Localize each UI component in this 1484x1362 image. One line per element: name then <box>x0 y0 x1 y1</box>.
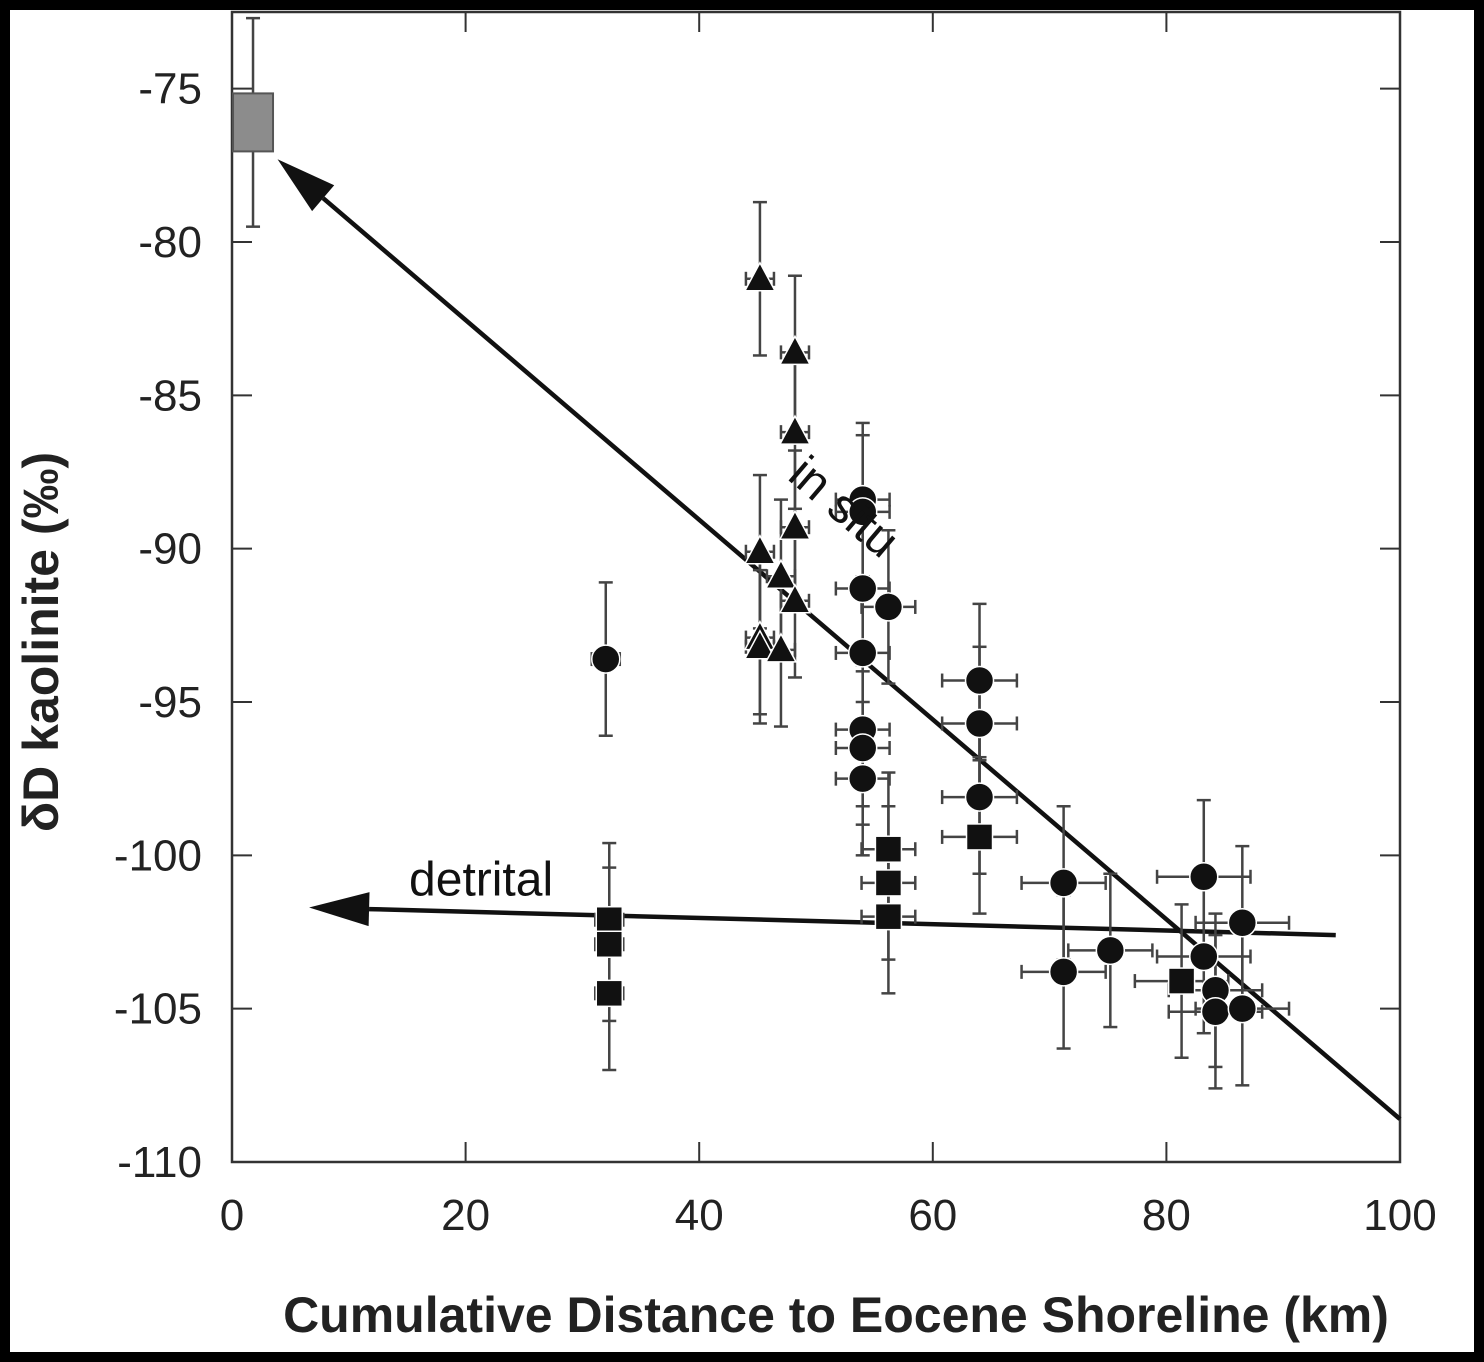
triangle-point <box>743 261 777 292</box>
square-point <box>874 869 903 897</box>
circle-point <box>964 665 995 696</box>
detrital-arrowhead <box>309 892 370 927</box>
triangle-point <box>743 629 777 660</box>
y-tick-label: -110 <box>117 1138 202 1187</box>
in-situ-arrowhead <box>277 159 335 212</box>
axes: 0 20 40 60 80 100 -75 -80 -85 -90 -95 -100 -105 -110 <box>114 10 1437 1240</box>
circle-point <box>591 644 621 674</box>
square-point <box>595 905 624 934</box>
data-points <box>232 92 1258 1027</box>
triangle-point <box>778 583 812 614</box>
triangle-point <box>778 334 812 366</box>
circle-point <box>1095 935 1126 966</box>
triangle-point <box>778 509 812 540</box>
y-tick-label: -105 <box>114 985 202 1034</box>
y-tick-label: -90 <box>138 525 202 574</box>
y-tick-label: -85 <box>138 371 202 420</box>
figure-panel: 0 20 40 60 80 100 -75 -80 -85 -90 -95 -100 -105 -110 … <box>10 10 1474 1352</box>
detrital-trend-line <box>369 906 1336 938</box>
y-tick-label: -95 <box>138 678 202 727</box>
circle-point <box>1048 957 1079 987</box>
circle-point <box>1227 993 1258 1024</box>
circle-point <box>1189 862 1219 892</box>
x-tick-label: 100 <box>1363 1191 1436 1240</box>
y-tick-label: -80 <box>138 218 202 267</box>
square-point <box>595 930 624 959</box>
square-point <box>595 979 624 1008</box>
circle-point <box>847 638 878 668</box>
circle-point <box>964 708 995 739</box>
x-tick-label: 80 <box>1142 1191 1191 1240</box>
detrital-label: detrital <box>409 853 553 906</box>
circle-point <box>847 497 878 527</box>
x-tick-label: 0 <box>220 1191 244 1240</box>
x-tick-label: 40 <box>675 1191 724 1240</box>
circle-point <box>1189 941 1219 972</box>
y-axis-title: δD kaolinite (‰) <box>13 452 69 832</box>
y-tick-label: -100 <box>114 831 202 880</box>
circle-point <box>1048 868 1079 898</box>
triangle-point <box>764 632 798 663</box>
square-point <box>874 835 903 863</box>
square-point <box>874 902 903 931</box>
x-tick-label: 60 <box>908 1191 957 1240</box>
circle-point <box>847 573 878 604</box>
x-tick-label: 20 <box>441 1191 490 1240</box>
circle-point <box>1200 996 1231 1027</box>
triangle-point <box>764 558 798 590</box>
circle-point <box>847 763 878 794</box>
circle-point <box>1227 908 1258 938</box>
triangle-point <box>743 534 777 565</box>
circle-point <box>873 592 904 622</box>
y-tick-label: -75 <box>138 65 202 114</box>
plot-frame <box>230 10 1402 1164</box>
reference-box-point <box>232 92 275 153</box>
scatter-chart: 0 20 40 60 80 100-75-80-85-90-95-100-105-110 … <box>13 10 1437 1343</box>
trend-lines <box>277 159 1402 1121</box>
square-point <box>1167 967 1196 995</box>
circle-point <box>847 733 878 763</box>
square-point <box>965 823 994 851</box>
circle-point <box>964 782 995 812</box>
triangle-point <box>778 414 812 445</box>
x-axis-title: Cumulative Distance to Eocene Shoreline … <box>283 1287 1389 1343</box>
